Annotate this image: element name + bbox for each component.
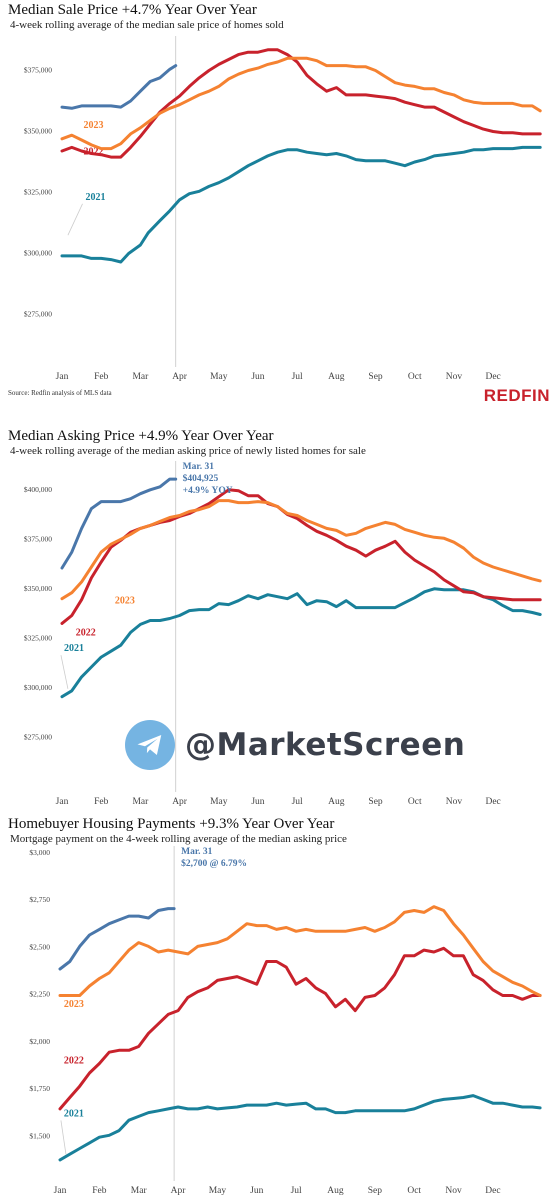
x-tick-label: May	[210, 372, 228, 382]
label-leader-line	[60, 1120, 67, 1155]
x-tick-label: Jun	[251, 797, 264, 807]
x-tick-label: Aug	[327, 1186, 344, 1196]
y-tick-label: $1,750	[29, 1084, 50, 1093]
y-tick-label: $300,000	[24, 248, 52, 257]
x-tick-label: Jan	[54, 1186, 67, 1196]
x-tick-label: Mar	[132, 372, 149, 382]
chart-panel-1: Median Sale Price +4.7% Year Over Year4-…	[8, 2, 550, 405]
y-tick-label: $375,000	[24, 534, 52, 543]
x-tick-label: Dec	[485, 372, 500, 382]
x-tick-label: Jul	[291, 1186, 302, 1196]
y-tick-label: $2,250	[29, 990, 50, 999]
series-label-2021: 2021	[64, 1108, 84, 1119]
x-tick-label: Jul	[292, 797, 303, 807]
chart-title: Median Asking Price +4.9% Year Over Year	[8, 428, 274, 444]
source-note: Source: Redfin analysis of MLS data	[8, 389, 113, 397]
y-tick-label: $375,000	[24, 65, 52, 74]
x-tick-label: Jan	[56, 797, 69, 807]
chart-subtitle: 4-week rolling average of the median ask…	[10, 445, 366, 457]
series-line-2022	[60, 48, 542, 159]
x-tick-label: Sep	[368, 797, 383, 807]
series-line-2023	[60, 56, 542, 151]
x-tick-label: Jan	[56, 372, 69, 382]
annotation-text: $404,925	[183, 473, 219, 484]
series-label-2021: 2021	[86, 192, 106, 203]
annotation-text: +4.9% YOY	[183, 486, 233, 496]
y-tick-label: $1,500	[29, 1131, 50, 1140]
x-tick-label: Oct	[407, 1186, 421, 1196]
series-line-2023	[58, 905, 542, 997]
series-label-2022: 2022	[76, 627, 96, 638]
series-label-2023: 2023	[115, 596, 135, 607]
x-tick-label: Nov	[446, 372, 463, 382]
y-tick-label: $350,000	[24, 584, 52, 593]
series-line-2022	[58, 946, 542, 1111]
x-tick-label: Oct	[408, 797, 422, 807]
y-tick-label: $325,000	[24, 187, 52, 196]
y-tick-label: $300,000	[24, 683, 52, 692]
watermark-text: @MarketScreen	[185, 727, 466, 763]
watermark: @MarketScreen	[125, 712, 505, 778]
x-tick-label: Feb	[94, 797, 109, 807]
chart-title: Homebuyer Housing Payments +9.3% Year Ov…	[8, 816, 334, 832]
x-tick-label: Sep	[368, 1186, 383, 1196]
y-tick-label: $2,000	[29, 1037, 50, 1046]
series-label-2022: 2022	[64, 1056, 84, 1067]
y-tick-label: $350,000	[24, 126, 52, 135]
x-tick-label: Nov	[445, 1186, 462, 1196]
y-tick-label: $275,000	[24, 309, 52, 318]
chart-panel-3: Homebuyer Housing Payments +9.3% Year Ov…	[8, 816, 542, 1196]
telegram-icon	[125, 720, 175, 770]
x-tick-label: Apr	[171, 1186, 187, 1196]
x-tick-label: Oct	[408, 372, 422, 382]
y-tick-label: $325,000	[24, 633, 52, 642]
x-tick-label: Dec	[485, 1186, 500, 1196]
x-tick-label: Mar	[131, 1186, 148, 1196]
x-tick-label: Mar	[132, 797, 149, 807]
x-tick-label: Aug	[328, 797, 345, 807]
series-line-2021	[60, 145, 542, 264]
series-label-2023: 2023	[64, 999, 84, 1010]
annotation-text: Mar. 31	[181, 847, 213, 857]
series-line-2023-current	[60, 477, 178, 570]
y-tick-label: $275,000	[24, 732, 52, 741]
y-tick-label: $400,000	[24, 485, 52, 494]
chart-subtitle: 4-week rolling average of the median sal…	[10, 19, 284, 31]
series-line-2021	[58, 1094, 542, 1162]
chart-title: Median Sale Price +4.7% Year Over Year	[8, 2, 257, 18]
series-line-2023-current	[60, 64, 178, 110]
series-label-2023: 2023	[84, 120, 104, 131]
x-tick-label: Sep	[368, 372, 383, 382]
y-tick-label: $2,750	[29, 895, 50, 904]
x-tick-label: May	[210, 797, 228, 807]
x-tick-label: May	[209, 1186, 227, 1196]
series-line-2023-current	[58, 907, 176, 971]
x-tick-label: Jun	[250, 1186, 263, 1196]
y-tick-label: $3,000	[29, 848, 50, 857]
annotation-text: $2,700 @ 6.79%	[181, 858, 247, 869]
chart-subtitle: Mortgage payment on the 4-week rolling a…	[10, 833, 347, 845]
x-tick-label: Aug	[328, 372, 345, 382]
x-tick-label: Feb	[92, 1186, 107, 1196]
x-tick-label: Feb	[94, 372, 109, 382]
series-line-2023	[60, 499, 542, 601]
label-leader-line	[67, 203, 83, 236]
x-tick-label: Jul	[292, 372, 303, 382]
label-leader-line	[60, 655, 69, 689]
x-tick-label: Dec	[485, 797, 500, 807]
chart-panel-2: Median Asking Price +4.9% Year Over Year…	[8, 428, 542, 807]
annotation-text: Mar. 31	[183, 462, 215, 472]
redfin-logo: REDFIN	[484, 386, 550, 405]
y-tick-label: $2,500	[29, 942, 50, 951]
x-tick-label: Apr	[172, 797, 188, 807]
series-label-2021: 2021	[64, 643, 84, 654]
x-tick-label: Jun	[251, 372, 264, 382]
x-tick-label: Nov	[446, 797, 463, 807]
x-tick-label: Apr	[172, 372, 188, 382]
series-label-2022: 2022	[84, 147, 104, 158]
